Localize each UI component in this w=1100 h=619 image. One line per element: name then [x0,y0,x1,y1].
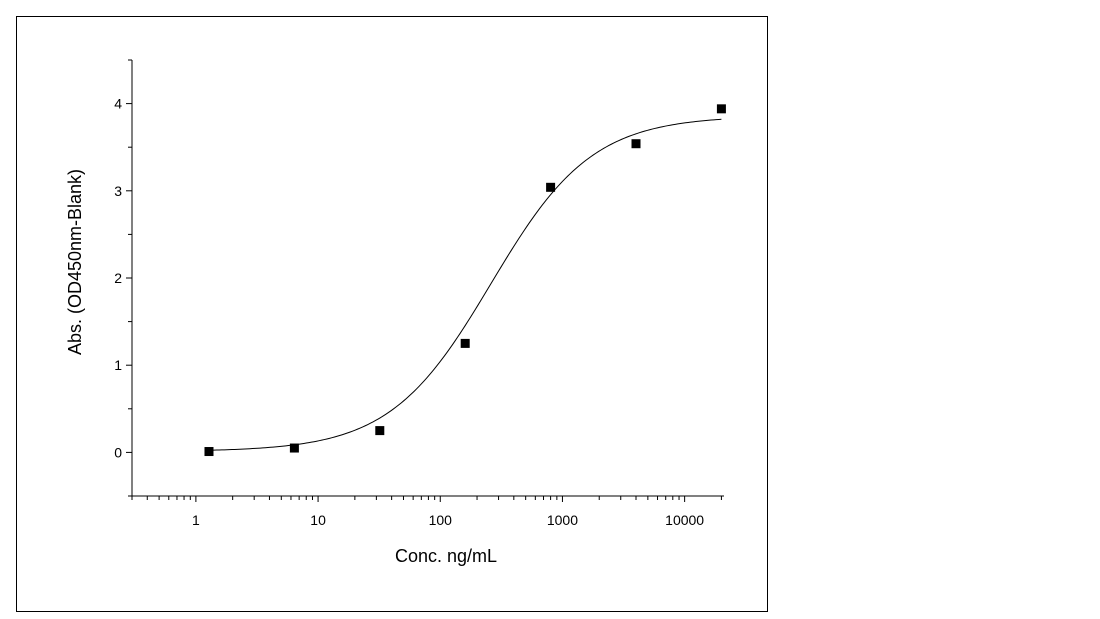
axes: 0 1 2 3 4 1 10 100 1000 10000 [114,59,724,528]
x-tick-label: 1000 [547,512,578,528]
y-tick-label: 3 [114,183,122,199]
x-tick-label: 10 [310,512,326,528]
chart-frame [16,16,768,612]
data-point [375,426,385,436]
y-tick-label: 2 [114,270,122,286]
y-tick-label: 1 [114,357,122,373]
x-tick-label: 100 [429,512,453,528]
y-axis-label: Abs. (OD450nm-Blank) [65,169,85,355]
data-point [631,139,641,149]
x-tick-label: 10000 [665,512,704,528]
y-tick-label: 4 [114,96,122,112]
data-point [204,447,214,457]
data-point [289,443,299,453]
x-axis-label: Conc. ng/mL [395,546,497,566]
data-point [460,338,470,348]
fit-curve [208,118,722,451]
x-tick-label: 1 [192,512,200,528]
y-tick-label: 0 [114,444,122,460]
data-point [716,104,726,114]
data-points [204,104,726,457]
data-point [546,182,556,192]
